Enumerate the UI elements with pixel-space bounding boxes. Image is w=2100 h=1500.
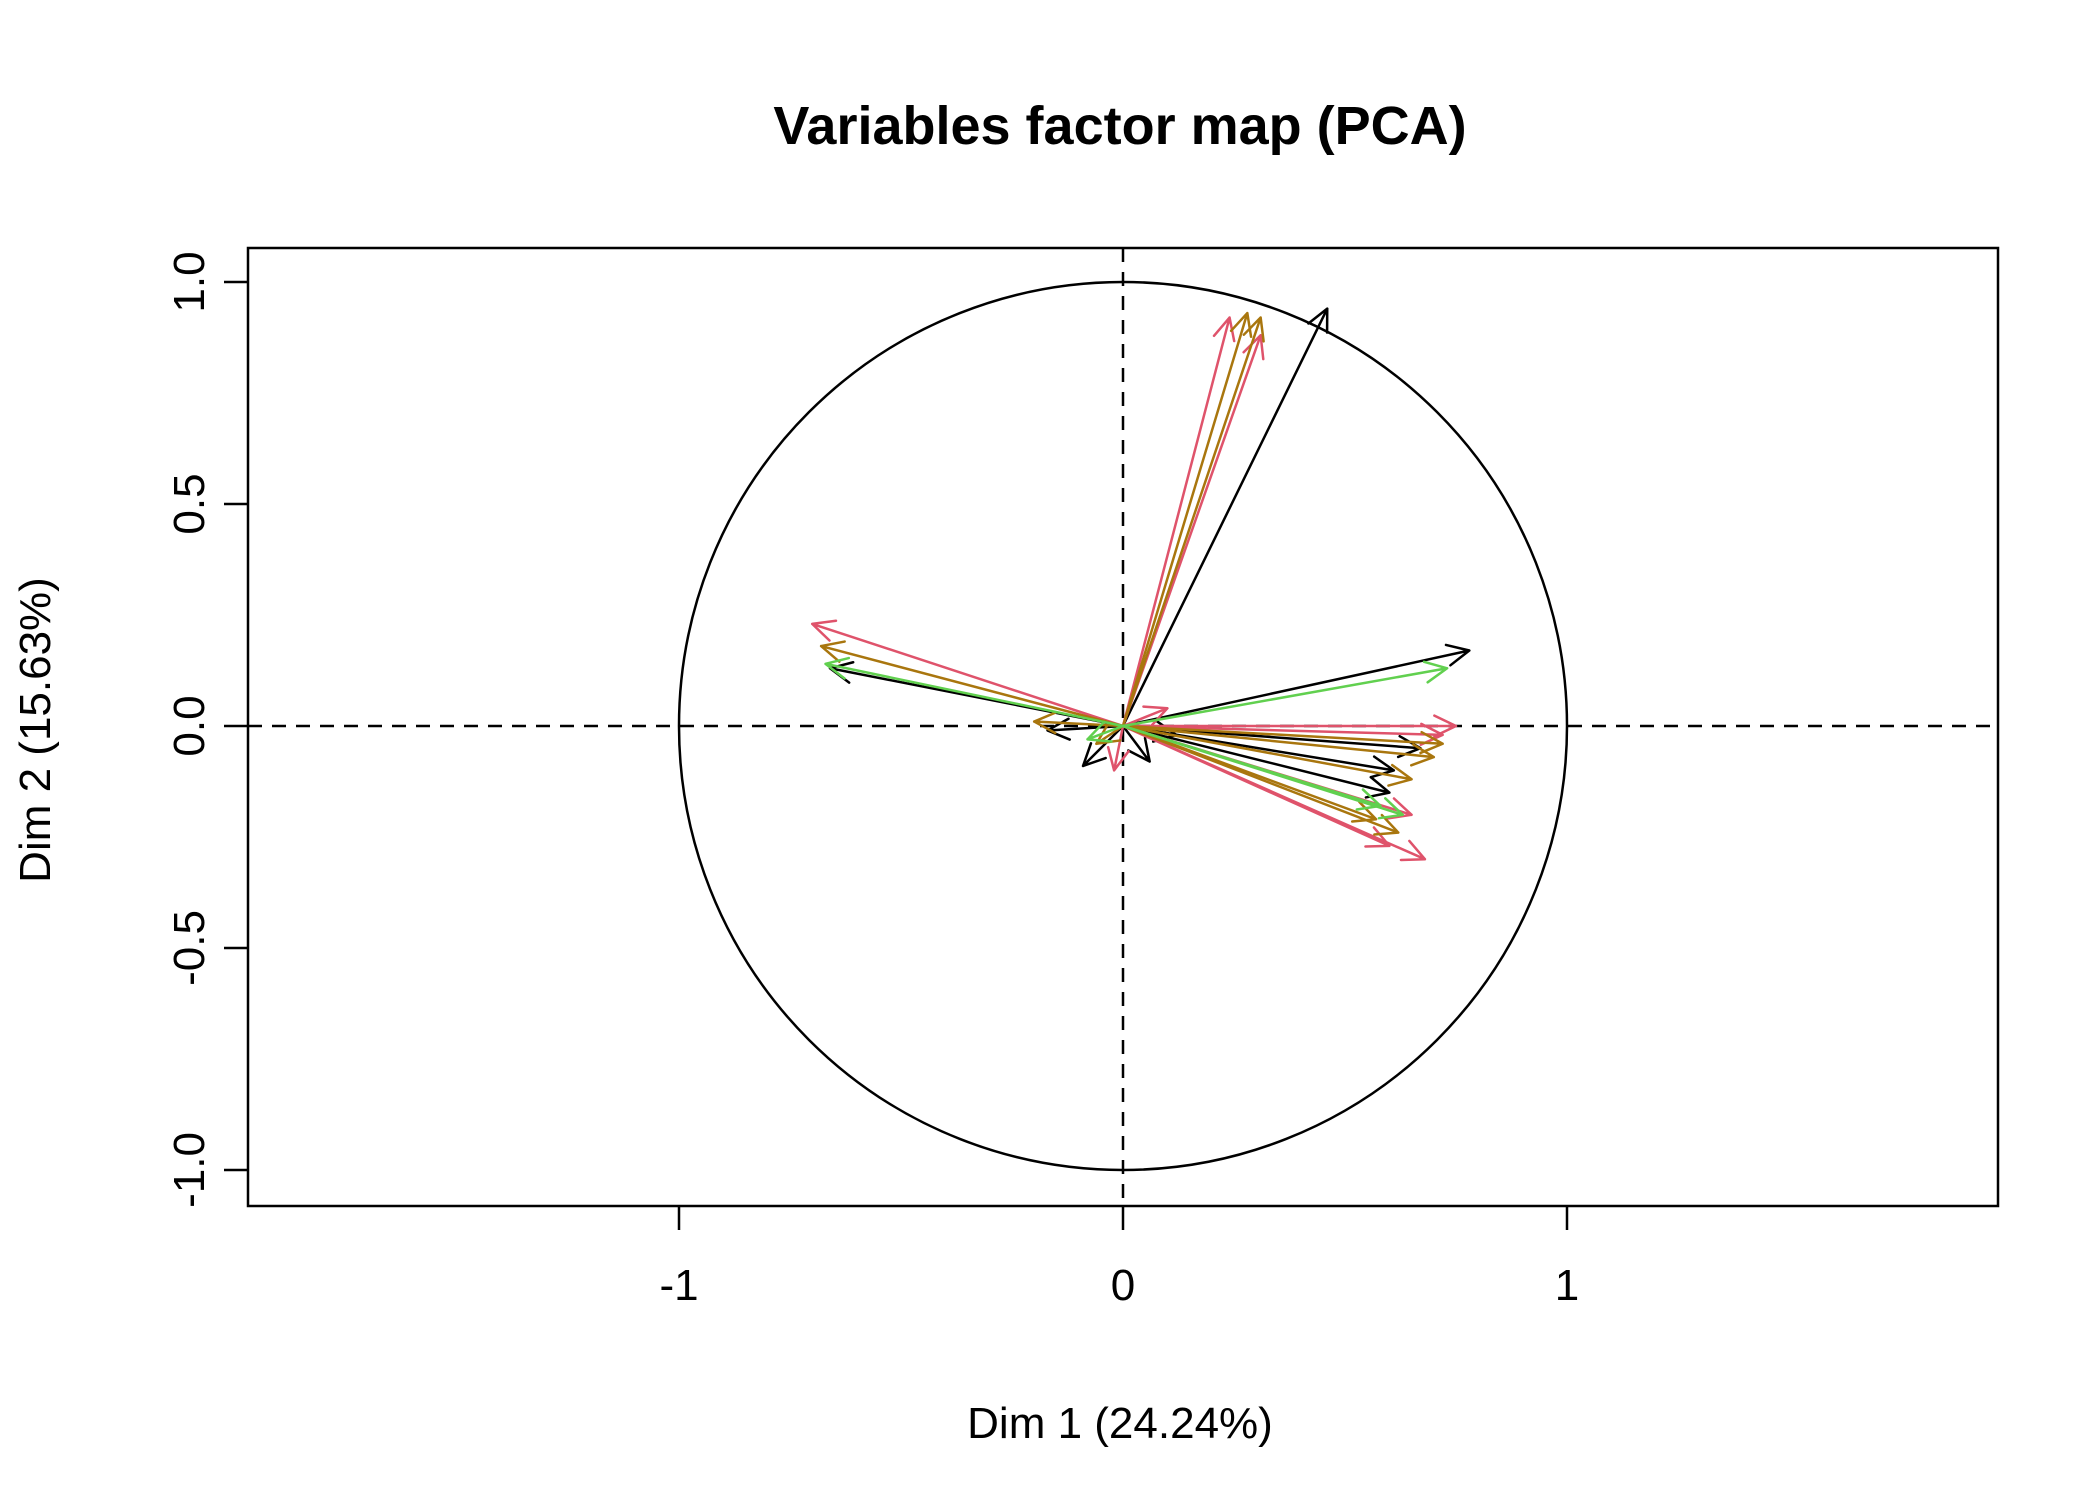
- variable-arrow-black: [1081, 724, 1125, 768]
- variable-arrow-red: [1106, 724, 1130, 772]
- y-tick-label: 1.0: [165, 251, 214, 312]
- variable-arrow-olive: [1121, 724, 1413, 787]
- x-tick-label: 0: [1111, 1261, 1135, 1310]
- variable-arrow-green: [1121, 660, 1449, 728]
- variable-arrow-red: [1121, 316, 1236, 728]
- y-tick-label: -0.5: [165, 910, 214, 986]
- variable-arrow-black: [1121, 724, 1151, 763]
- variable-arrow-olive: [1121, 311, 1253, 728]
- y-axis-ticks: -1.0 -0.5 0.0 0.5 1.0: [165, 251, 248, 1208]
- variable-arrow-green: [1086, 720, 1125, 743]
- variable-arrow-green: [824, 656, 1125, 728]
- variable-arrows: [810, 307, 1471, 862]
- y-axis-label: Dim 2 (15.63%): [11, 577, 60, 883]
- variable-arrow-black: [1121, 643, 1471, 728]
- variable-arrow-olive: [1121, 724, 1400, 836]
- x-axis-label: Dim 1 (24.24%): [967, 1399, 1273, 1448]
- variable-arrow-olive: [819, 640, 1125, 728]
- variable-arrow-black: [1121, 307, 1329, 728]
- variable-arrow-red: [810, 619, 1125, 728]
- y-tick-label: -1.0: [165, 1132, 214, 1208]
- unit-circle: [677, 280, 1569, 1172]
- x-tick-label: 1: [1555, 1261, 1579, 1310]
- x-axis-ticks: -1 0 1: [659, 1206, 1579, 1310]
- chart-title: Variables factor map (PCA): [773, 96, 1466, 156]
- y-tick-label: 0.0: [165, 695, 214, 756]
- variable-arrow-olive: [1121, 724, 1444, 755]
- y-tick-label: 0.5: [165, 473, 214, 534]
- variable-arrow-green: [1121, 724, 1382, 811]
- x-tick-label: -1: [659, 1261, 698, 1310]
- variable-arrow-olive: [1121, 316, 1265, 728]
- variable-arrow-red: [1121, 722, 1444, 746]
- variable-arrow-olive: [1121, 724, 1436, 767]
